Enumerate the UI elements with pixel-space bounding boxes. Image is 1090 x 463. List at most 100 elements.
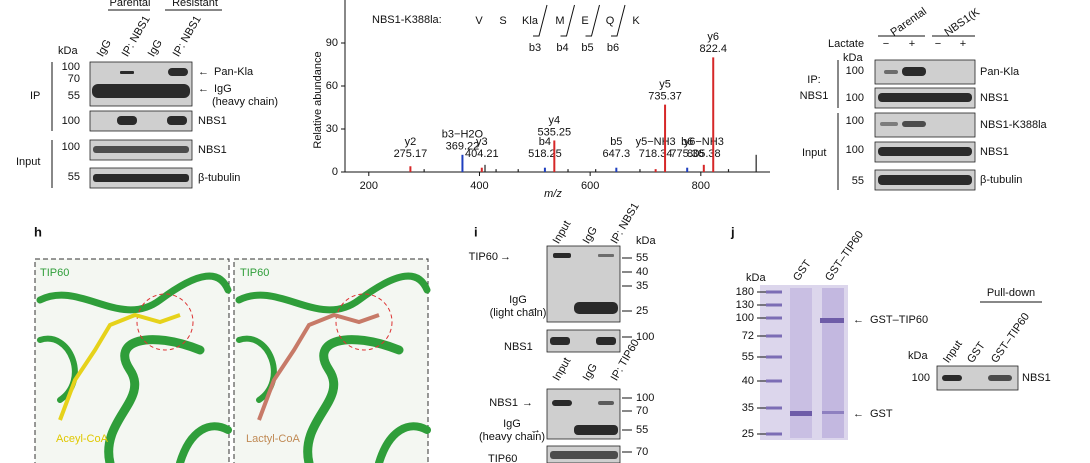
band	[598, 254, 614, 257]
fragment-mark	[611, 4, 626, 37]
band	[596, 337, 616, 345]
marker: 100	[736, 312, 754, 324]
group: IP:	[807, 74, 820, 86]
band-label: NBS1	[1022, 372, 1051, 384]
group: IP	[30, 90, 40, 102]
y-tick-label: 60	[326, 80, 338, 92]
peak-mz: 369.22	[446, 141, 480, 153]
band	[120, 71, 134, 74]
band	[574, 425, 618, 435]
sequence: V S Kla M E Q Kb3 b4 b5 b6	[475, 4, 640, 54]
band	[550, 451, 618, 459]
marker: 130	[736, 299, 754, 311]
ladder-band	[766, 379, 782, 383]
group: NBS1	[800, 90, 829, 102]
peptide: NBS1-K388la:	[372, 14, 442, 26]
label-arrow: →	[522, 397, 533, 409]
peak-name: b5	[610, 136, 622, 148]
fragment: b4	[556, 42, 568, 54]
kda: kDa	[746, 272, 766, 284]
fragment-mark	[533, 4, 548, 37]
lane: Input	[551, 219, 574, 246]
marker: 100	[846, 115, 864, 127]
peak-mz: 822.4	[699, 43, 727, 55]
lane: IgG	[581, 362, 600, 383]
x-label: m/z	[544, 188, 562, 200]
lane: IP: NBS1	[171, 14, 204, 59]
ladder-band	[766, 432, 782, 436]
residue: Q	[606, 15, 615, 27]
marker: 35	[636, 280, 648, 292]
panel-g: NBS1-K388la: V S Kla M E Q Kb3 b4 b5 b6 Relative …	[312, 0, 770, 200]
peak-name: b4	[539, 136, 551, 148]
band-label: IgG	[503, 418, 521, 430]
panel-label: h	[34, 224, 42, 239]
residue: V	[475, 15, 483, 27]
peak-name: y6−NH3	[684, 136, 724, 148]
peak-mz: 775.36	[670, 148, 704, 160]
band	[878, 93, 972, 102]
sign: +	[909, 38, 915, 50]
label-arrow: ←	[853, 314, 864, 326]
panel-k: Parental NBS1(K Lactate − + − + kDa 100 …	[800, 6, 1048, 191]
kda: kDa	[843, 52, 863, 64]
band-label: IgG	[509, 294, 527, 306]
lane: GST	[965, 340, 988, 366]
marker: 70	[636, 405, 648, 417]
ladder-band	[766, 406, 782, 410]
fragment: b5	[581, 42, 593, 54]
lane: IgG	[95, 38, 114, 59]
kda: kDa	[58, 45, 78, 57]
marker: 55	[636, 252, 648, 264]
band-label: NBS1	[504, 341, 533, 353]
header: NBS1(K	[943, 6, 983, 39]
ligand-label: Lactyl-CoA	[246, 433, 300, 445]
group: Input	[16, 156, 40, 168]
band-label: Pan-Kla	[980, 66, 1020, 78]
marker: 100	[846, 92, 864, 104]
group: Input	[802, 147, 826, 159]
band-label: β-tubulin	[980, 174, 1022, 186]
band-label: NBS1-K388la	[980, 119, 1048, 131]
marker: 70	[636, 446, 648, 458]
residue: K	[632, 15, 640, 27]
panel-h: h TIP60 TIP60 Aceyl-CoA Lactyl-CoA	[34, 224, 431, 463]
label-arrow: ←	[853, 408, 864, 420]
peak-name: y3	[476, 136, 488, 148]
band-label: TIP60	[469, 251, 498, 263]
band-label: IgG	[214, 83, 232, 95]
marker: 100	[62, 115, 80, 127]
lane: GST–TIP60	[823, 229, 866, 283]
marker: 55	[68, 90, 80, 102]
band	[902, 67, 926, 76]
peak-mz: 647.3	[603, 148, 631, 160]
title: TIP60	[240, 267, 269, 279]
band	[553, 253, 571, 258]
panel-f: Parental Resistant IgG IP: NBS1 IgG IP: …	[16, 0, 278, 189]
band-label: Pan-Kla	[214, 66, 254, 78]
marker: 100	[912, 372, 930, 384]
band-label: NBS1	[980, 92, 1009, 104]
marker: 55	[636, 424, 648, 436]
band	[168, 68, 188, 76]
marker: 100	[62, 61, 80, 73]
header: Resistant	[172, 0, 218, 9]
peak-mz: 518.25	[528, 148, 562, 160]
marker: 25	[742, 428, 754, 440]
band-label: NBS1	[489, 397, 518, 409]
header: Parental	[110, 0, 151, 9]
panel-label: j	[730, 224, 735, 239]
kda: kDa	[908, 350, 928, 362]
y-tick-label: 30	[326, 123, 338, 135]
residue: Kla	[522, 15, 539, 27]
band-label: NBS1	[198, 115, 227, 127]
marker: 35	[742, 402, 754, 414]
band	[552, 400, 572, 406]
ladder-band	[766, 334, 782, 338]
x-tick-label: 200	[360, 180, 378, 192]
sign: +	[960, 38, 966, 50]
x-tick-label: 400	[470, 180, 488, 192]
panel-i: i Input IgG IP: NBS1 kDa 554035251001007…	[469, 201, 656, 463]
